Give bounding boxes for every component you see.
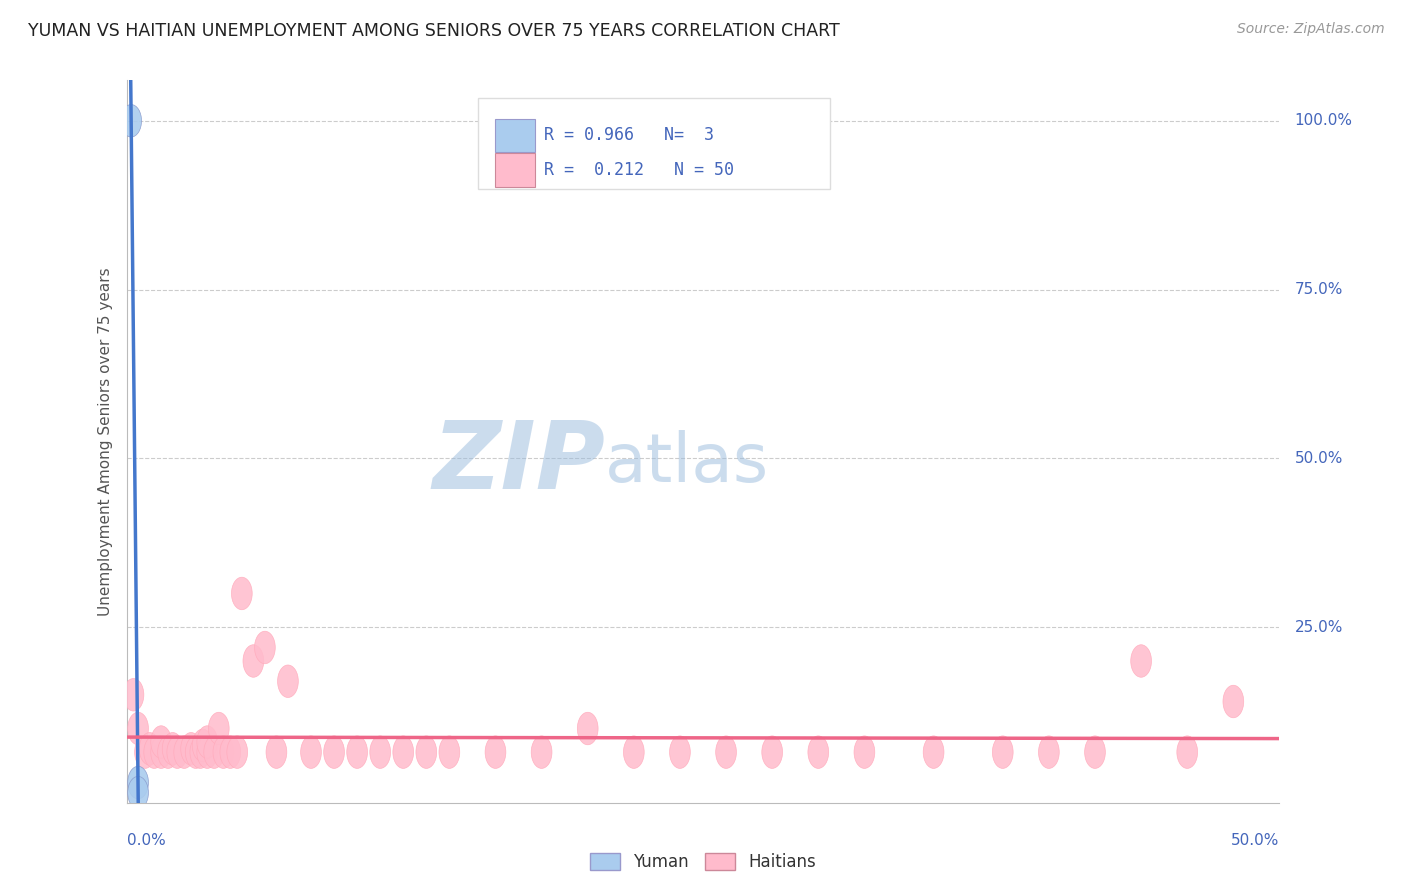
Ellipse shape xyxy=(135,736,155,768)
Ellipse shape xyxy=(121,104,142,137)
Ellipse shape xyxy=(226,736,247,768)
Ellipse shape xyxy=(323,736,344,768)
Text: 25.0%: 25.0% xyxy=(1295,620,1343,635)
Ellipse shape xyxy=(139,732,160,765)
Ellipse shape xyxy=(219,736,240,768)
Text: 50.0%: 50.0% xyxy=(1232,833,1279,848)
Ellipse shape xyxy=(370,736,391,768)
FancyBboxPatch shape xyxy=(495,119,534,152)
Ellipse shape xyxy=(174,736,194,768)
Ellipse shape xyxy=(162,732,183,765)
Text: ZIP: ZIP xyxy=(432,417,605,509)
Ellipse shape xyxy=(716,736,737,768)
Text: Source: ZipAtlas.com: Source: ZipAtlas.com xyxy=(1237,22,1385,37)
Ellipse shape xyxy=(193,729,214,762)
Ellipse shape xyxy=(439,736,460,768)
Ellipse shape xyxy=(204,736,225,768)
Ellipse shape xyxy=(1177,736,1198,768)
Ellipse shape xyxy=(623,736,644,768)
Text: 100.0%: 100.0% xyxy=(1295,113,1353,128)
Ellipse shape xyxy=(485,736,506,768)
Ellipse shape xyxy=(1039,736,1059,768)
Ellipse shape xyxy=(143,736,165,768)
Ellipse shape xyxy=(578,713,598,745)
Ellipse shape xyxy=(157,736,179,768)
Ellipse shape xyxy=(128,713,149,745)
Ellipse shape xyxy=(197,726,218,758)
Ellipse shape xyxy=(128,766,149,799)
Ellipse shape xyxy=(232,577,252,610)
Ellipse shape xyxy=(197,736,218,768)
Ellipse shape xyxy=(150,736,172,768)
Ellipse shape xyxy=(416,736,437,768)
Ellipse shape xyxy=(266,736,287,768)
Ellipse shape xyxy=(186,736,207,768)
Ellipse shape xyxy=(190,736,211,768)
Ellipse shape xyxy=(150,726,172,758)
Ellipse shape xyxy=(347,736,367,768)
Text: R = 0.966   N=  3: R = 0.966 N= 3 xyxy=(544,126,714,145)
Text: YUMAN VS HAITIAN UNEMPLOYMENT AMONG SENIORS OVER 75 YEARS CORRELATION CHART: YUMAN VS HAITIAN UNEMPLOYMENT AMONG SENI… xyxy=(28,22,839,40)
Ellipse shape xyxy=(277,665,298,698)
Text: 50.0%: 50.0% xyxy=(1295,451,1343,466)
Ellipse shape xyxy=(762,736,783,768)
Ellipse shape xyxy=(993,736,1014,768)
Ellipse shape xyxy=(214,736,233,768)
FancyBboxPatch shape xyxy=(495,153,534,186)
Ellipse shape xyxy=(1130,645,1152,677)
Ellipse shape xyxy=(181,732,201,765)
Ellipse shape xyxy=(808,736,828,768)
Ellipse shape xyxy=(1223,685,1244,718)
Ellipse shape xyxy=(208,713,229,745)
Ellipse shape xyxy=(392,736,413,768)
Y-axis label: Unemployment Among Seniors over 75 years: Unemployment Among Seniors over 75 years xyxy=(98,268,114,615)
Ellipse shape xyxy=(254,632,276,664)
Ellipse shape xyxy=(128,776,149,809)
Ellipse shape xyxy=(243,645,264,677)
Ellipse shape xyxy=(124,679,143,711)
Text: atlas: atlas xyxy=(605,430,769,496)
Ellipse shape xyxy=(1084,736,1105,768)
Text: 75.0%: 75.0% xyxy=(1295,282,1343,297)
Ellipse shape xyxy=(531,736,553,768)
Ellipse shape xyxy=(167,736,187,768)
FancyBboxPatch shape xyxy=(478,98,830,189)
Ellipse shape xyxy=(924,736,943,768)
Ellipse shape xyxy=(301,736,322,768)
Text: 0.0%: 0.0% xyxy=(127,833,166,848)
Text: R =  0.212   N = 50: R = 0.212 N = 50 xyxy=(544,161,734,179)
Legend: Yuman, Haitians: Yuman, Haitians xyxy=(583,846,823,878)
Ellipse shape xyxy=(853,736,875,768)
Ellipse shape xyxy=(669,736,690,768)
